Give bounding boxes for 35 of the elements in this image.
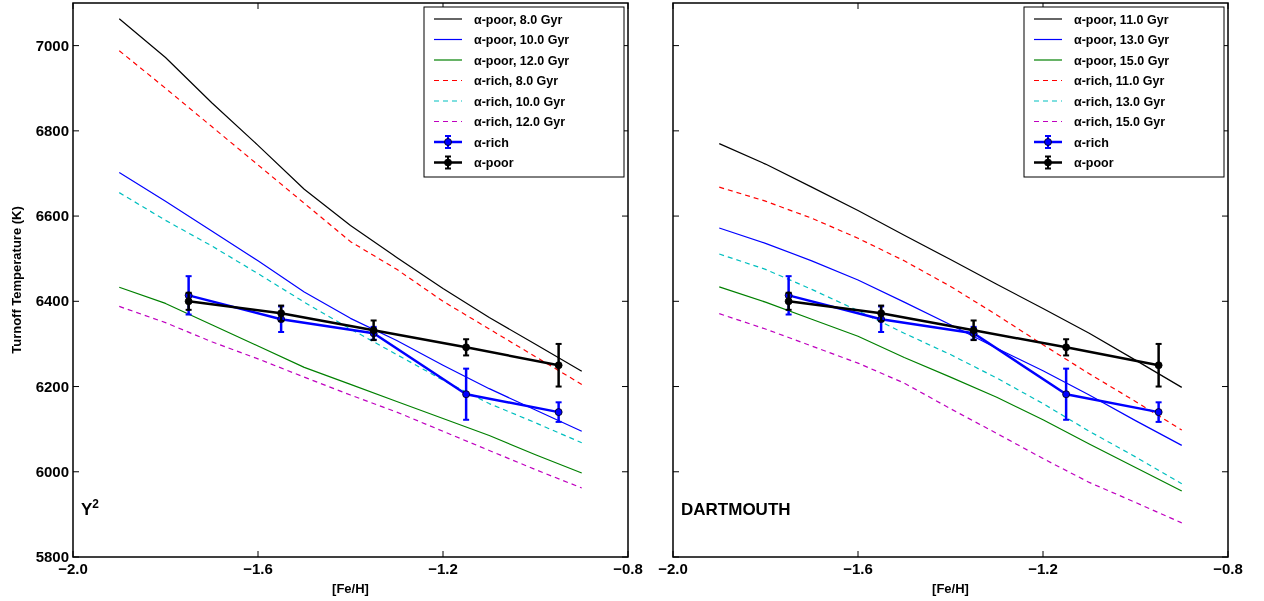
legend-label: α-rich, 11.0 Gyr — [1074, 74, 1165, 88]
legend-label: α-poor, 12.0 Gyr — [474, 53, 570, 68]
x-tick-label: −1.2 — [428, 560, 458, 577]
x-tick-label: −1.6 — [843, 560, 873, 577]
y-tick-label: 6800 — [35, 121, 69, 139]
legend-label: α-poor, 10.0 Gyr — [474, 33, 570, 47]
y-tick-label: 7000 — [35, 36, 69, 54]
annotation: DARTMOUTH — [681, 500, 791, 519]
y-axis-title: Turnoff Temperature (K) — [9, 206, 24, 354]
x-tick-label: −1.2 — [1028, 560, 1058, 577]
legend-label: α-poor, 15.0 Gyr — [1074, 53, 1170, 68]
legend-label: α-rich, 10.0 Gyr — [474, 94, 566, 109]
legend-label: α-rich, 12.0 Gyr — [474, 115, 566, 129]
y-tick-label: 6400 — [35, 292, 69, 310]
y-tick-label: 6200 — [35, 377, 69, 395]
x-axis-title: [Fe/H] — [932, 581, 969, 596]
legend-label: α-rich — [1074, 135, 1109, 150]
legend-label: α-poor — [474, 156, 514, 170]
y-tick-label: 6000 — [35, 462, 69, 480]
legend-label: α-poor, 13.0 Gyr — [1074, 33, 1170, 47]
legend-label: α-rich, 15.0 Gyr — [1074, 115, 1166, 129]
x-tick-label: −0.8 — [1213, 560, 1243, 577]
legend-label: α-poor — [1074, 156, 1114, 170]
legend-label: α-rich, 8.0 Gyr — [474, 74, 559, 88]
y-tick-label: 5800 — [35, 548, 69, 565]
y-tick-label: 6600 — [35, 207, 69, 225]
x-tick-label: −2.0 — [658, 560, 688, 577]
legend-label: α-poor, 11.0 Gyr — [1074, 12, 1169, 27]
annotation: Y$^{2}$ — [81, 497, 100, 519]
legend-label: α-rich — [474, 135, 509, 150]
x-tick-label: −0.8 — [613, 560, 643, 577]
legend-label: α-rich, 13.0 Gyr — [1074, 94, 1166, 109]
x-axis-title: [Fe/H] — [332, 581, 369, 596]
legend-label: α-poor, 8.0 Gyr — [474, 12, 563, 27]
x-tick-label: −1.6 — [243, 560, 273, 577]
